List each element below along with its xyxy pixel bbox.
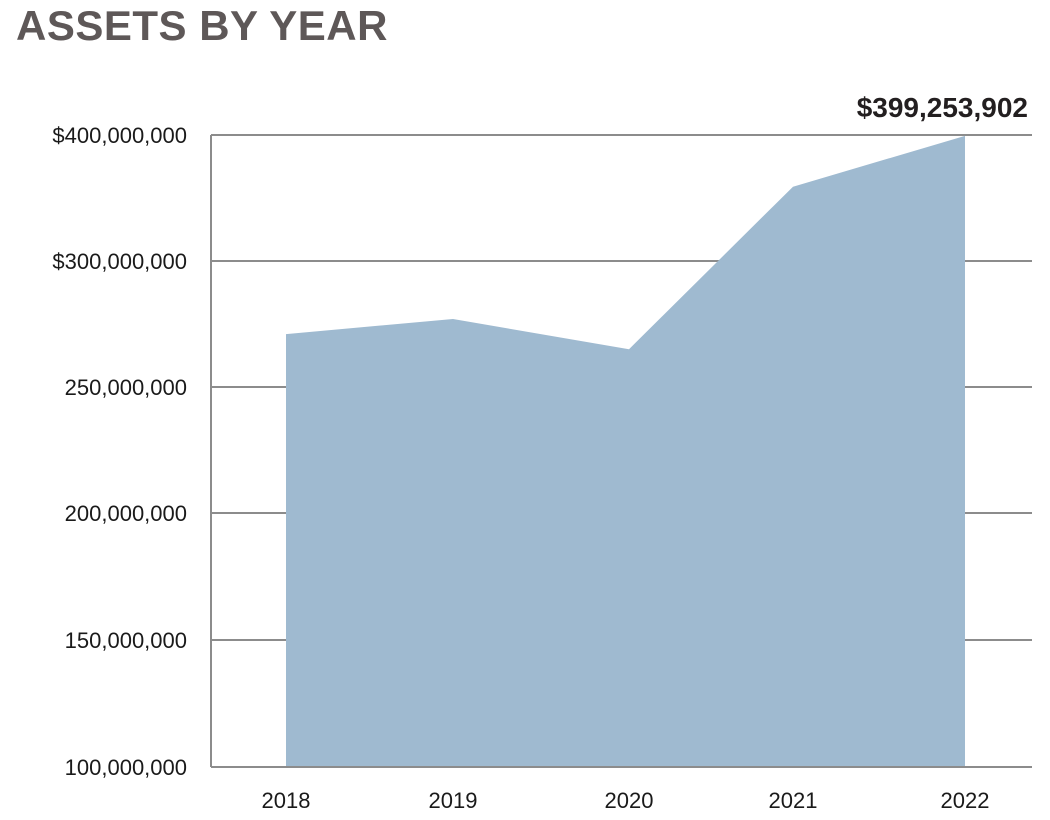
y-tick-label: 200,000,000	[65, 501, 187, 526]
x-tick-label: 2018	[262, 788, 311, 813]
y-axis-ticks: 100,000,000 150,000,000 200,000,000 250,000…	[52, 123, 187, 780]
data-label: $399,253,902	[857, 92, 1028, 123]
area-series	[285, 135, 966, 767]
x-tick-label: 2021	[769, 788, 818, 813]
axes	[210, 135, 1032, 768]
chart-title: ASSETS BY YEAR	[16, 2, 388, 49]
data-labels: $399,253,902	[857, 92, 1028, 123]
x-axis-ticks: 2018 2019 2020 2021 2022	[262, 788, 990, 813]
y-tick-label: 150,000,000	[65, 628, 187, 653]
area-fill	[286, 135, 965, 767]
x-tick-label: 2019	[429, 788, 478, 813]
y-tick-label: $400,000,000	[52, 123, 187, 148]
y-tick-label: 100,000,000	[65, 755, 187, 780]
y-tick-label: $300,000,000	[52, 249, 187, 274]
x-tick-label: 2020	[605, 788, 654, 813]
y-tick-label: 250,000,000	[65, 375, 187, 400]
x-tick-label: 2022	[941, 788, 990, 813]
